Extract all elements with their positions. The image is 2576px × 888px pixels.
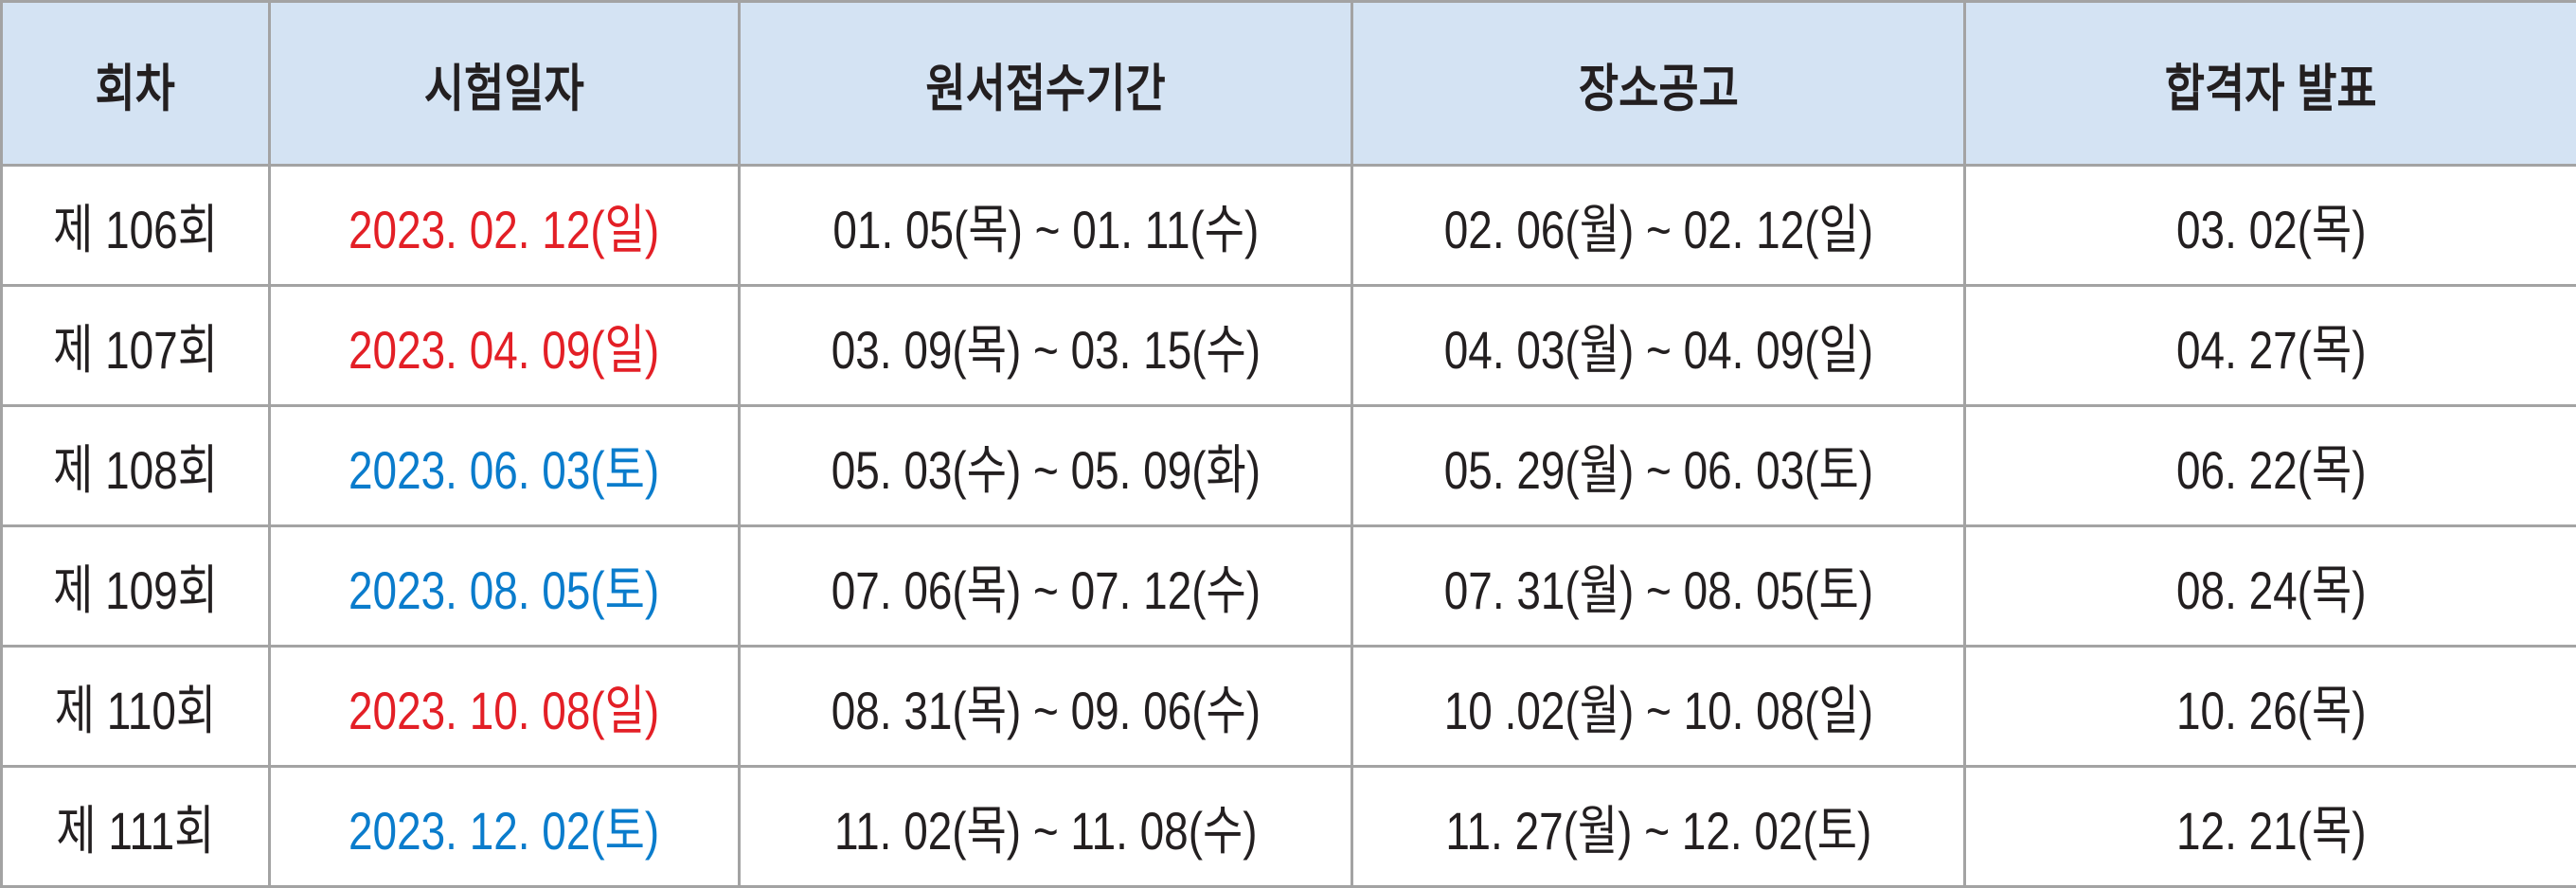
result-cell: 03. 02(목) (1965, 166, 2576, 286)
application-period-cell: 11. 02(목) ~ 11. 08(수) (740, 767, 1352, 887)
header-exam-date: 시험일자 (270, 2, 740, 166)
exam-date-cell: 2023. 02. 12(일) (270, 166, 740, 286)
venue-notice-cell: 05. 29(월) ~ 06. 03(토) (1352, 406, 1965, 526)
round-cell: 제 108회 (2, 406, 270, 526)
table-row: 제 109회 2023. 08. 05(토) 07. 06(목) ~ 07. 12(… (2, 526, 2576, 647)
round-cell-text: 제 107회 (53, 308, 218, 384)
result-cell: 12. 21(목) (1965, 767, 2576, 887)
header-application-period: 원서접수기간 (740, 2, 1352, 166)
exam-date-cell-text: 2023. 02. 12(일) (349, 187, 659, 264)
exam-date-cell: 2023. 08. 05(토) (270, 526, 740, 647)
round-cell-text: 제 111회 (56, 789, 214, 865)
header-round: 회차 (2, 2, 270, 166)
result-cell-text: 12. 21(목) (2176, 789, 2367, 865)
round-cell: 제 109회 (2, 526, 270, 647)
round-cell: 제 111회 (2, 767, 270, 887)
round-cell-text: 제 108회 (53, 428, 218, 505)
venue-notice-cell: 10 .02(월) ~ 10. 08(일) (1352, 647, 1965, 767)
venue-notice-cell-text: 04. 03(월) ~ 04. 09(일) (1443, 308, 1872, 384)
application-period-cell-text: 07. 06(목) ~ 07. 12(수) (831, 548, 1260, 625)
venue-notice-cell: 04. 03(월) ~ 04. 09(일) (1352, 286, 1965, 406)
exam-date-cell: 2023. 12. 02(토) (270, 767, 740, 887)
application-period-cell: 08. 31(목) ~ 09. 06(수) (740, 647, 1352, 767)
venue-notice-cell: 07. 31(월) ~ 08. 05(토) (1352, 526, 1965, 647)
table-row: 제 106회 2023. 02. 12(일) 01. 05(목) ~ 01. 11(… (2, 166, 2576, 286)
application-period-cell-text: 11. 02(목) ~ 11. 08(수) (834, 789, 1258, 865)
exam-date-cell-text: 2023. 06. 03(토) (349, 428, 659, 505)
venue-notice-cell: 11. 27(월) ~ 12. 02(토) (1352, 767, 1965, 887)
result-cell: 06. 22(목) (1965, 406, 2576, 526)
header-row: 회차 시험일자 원서접수기간 장소공고 합격자 발표 (2, 2, 2576, 166)
result-cell-text: 03. 02(목) (2176, 187, 2367, 264)
result-cell: 10. 26(목) (1965, 647, 2576, 767)
application-period-cell-text: 03. 09(목) ~ 03. 15(수) (831, 308, 1260, 384)
application-period-cell-text: 05. 03(수) ~ 05. 09(화) (831, 428, 1260, 505)
result-cell: 08. 24(목) (1965, 526, 2576, 647)
round-cell: 제 106회 (2, 166, 270, 286)
application-period-cell-text: 08. 31(목) ~ 09. 06(수) (831, 668, 1260, 745)
header-venue-notice: 장소공고 (1352, 2, 1965, 166)
application-period-cell-text: 01. 05(목) ~ 01. 11(수) (832, 187, 1259, 264)
result-cell-text: 04. 27(목) (2176, 308, 2367, 384)
venue-notice-cell-text: 05. 29(월) ~ 06. 03(토) (1443, 428, 1872, 505)
exam-date-cell-text: 2023. 04. 09(일) (349, 308, 659, 384)
application-period-cell: 05. 03(수) ~ 05. 09(화) (740, 406, 1352, 526)
result-cell-text: 06. 22(목) (2176, 428, 2367, 505)
result-cell-text: 10. 26(목) (2176, 668, 2367, 745)
application-period-cell: 07. 06(목) ~ 07. 12(수) (740, 526, 1352, 647)
venue-notice-cell-text: 02. 06(월) ~ 02. 12(일) (1443, 187, 1872, 264)
exam-date-cell: 2023. 10. 08(일) (270, 647, 740, 767)
table-row: 제 107회 2023. 04. 09(일) 03. 09(목) ~ 03. 15(… (2, 286, 2576, 406)
round-cell-text: 제 106회 (53, 187, 218, 264)
round-cell: 제 110회 (2, 647, 270, 767)
result-cell-text: 08. 24(목) (2176, 548, 2367, 625)
venue-notice-cell: 02. 06(월) ~ 02. 12(일) (1352, 166, 1965, 286)
table-row: 제 110회 2023. 10. 08(일) 08. 31(목) ~ 09. 06(… (2, 647, 2576, 767)
exam-date-cell: 2023. 04. 09(일) (270, 286, 740, 406)
exam-date-cell-text: 2023. 12. 02(토) (349, 789, 659, 865)
round-cell-text: 제 110회 (55, 668, 216, 745)
venue-notice-cell-text: 11. 27(월) ~ 12. 02(토) (1445, 789, 1871, 865)
application-period-cell: 03. 09(목) ~ 03. 15(수) (740, 286, 1352, 406)
table-row: 제 108회 2023. 06. 03(토) 05. 03(수) ~ 05. 09(… (2, 406, 2576, 526)
application-period-cell: 01. 05(목) ~ 01. 11(수) (740, 166, 1352, 286)
table-row: 제 111회 2023. 12. 02(토) 11. 02(목) ~ 11. 08(… (2, 767, 2576, 887)
venue-notice-cell-text: 07. 31(월) ~ 08. 05(토) (1443, 548, 1872, 625)
exam-date-cell-text: 2023. 10. 08(일) (349, 668, 659, 745)
header-result-announcement: 합격자 발표 (1965, 2, 2576, 166)
exam-date-cell-text: 2023. 08. 05(토) (349, 548, 659, 625)
exam-date-cell: 2023. 06. 03(토) (270, 406, 740, 526)
round-cell: 제 107회 (2, 286, 270, 406)
round-cell-text: 제 109회 (53, 548, 218, 625)
result-cell: 04. 27(목) (1965, 286, 2576, 406)
venue-notice-cell-text: 10 .02(월) ~ 10. 08(일) (1443, 668, 1872, 745)
